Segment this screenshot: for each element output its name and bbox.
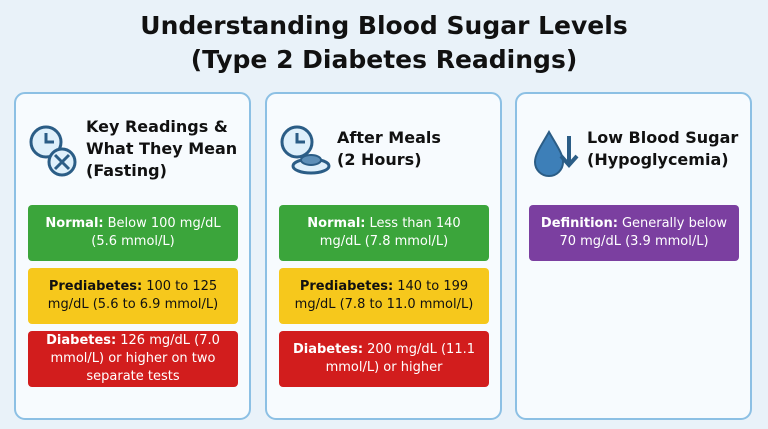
clock-icon — [29, 125, 77, 177]
reading-text: Diabetes: 126 mg/dL (7.0 mmol/L) or highe… — [36, 332, 230, 386]
reading-box: Normal: Below 100 mg/dL (5.6 mmol/L) — [28, 205, 238, 261]
reading-text: Diabetes: 200 mg/dL (11.1 mmol/L) or high… — [287, 341, 481, 377]
reading-box: Prediabetes: 100 to 125 mg/dL (5.6 to 6.9… — [28, 268, 238, 324]
heading: After Meals (2 Hours) — [337, 127, 494, 171]
reading-value: 100 to 125 mg/dL (5.6 to 6.9 mmol/L) — [47, 279, 219, 312]
reading-label: Prediabetes: — [48, 279, 143, 294]
heading-line: What They Mean — [86, 139, 238, 158]
heading-line: (Hypoglycemia) — [587, 150, 729, 169]
reading-text: Normal: Less than 140 mg/dL (7.8 mmol/L) — [287, 215, 481, 251]
meal-icon — [280, 125, 331, 175]
title-line: (Type 2 Diabetes Readings) — [190, 45, 578, 74]
reading-list: Definition: Generally below 70 mg/dL (3.9… — [529, 205, 739, 268]
reading-value: 140 to 199 mg/dL (7.8 to 11.0 mmol/L) — [294, 279, 474, 312]
reading-text: Normal: Below 100 mg/dL (5.6 mmol/L) — [36, 215, 230, 251]
reading-value: Less than 140 mg/dL (7.8 mmol/L) — [319, 216, 461, 249]
reading-label: Normal: — [307, 216, 366, 231]
reading-value: Below 100 mg/dL (5.6 mmol/L) — [91, 216, 221, 249]
reading-text: Prediabetes: 140 to 199 mg/dL (7.8 to 11.… — [287, 278, 481, 314]
reading-label: Diabetes: — [46, 333, 117, 348]
title-line: Understanding Blood Sugar Levels — [140, 11, 628, 40]
reading-box: Diabetes: 200 mg/dL (11.1 mmol/L) or high… — [279, 331, 489, 387]
panel: Key Readings & What They Mean (Fasting) No… — [14, 92, 251, 420]
reading-text: Definition: Generally below 70 mg/dL (3.9… — [537, 215, 731, 251]
reading-text: Prediabetes: 100 to 125 mg/dL (5.6 to 6.9… — [36, 278, 230, 314]
reading-value: 200 mg/dL (11.1 mmol/L) or higher — [325, 342, 475, 375]
panel: Low Blood Sugar (Hypoglycemia) Definition… — [515, 92, 752, 420]
reading-label: Prediabetes: — [299, 279, 394, 294]
heading: Low Blood Sugar (Hypoglycemia) — [587, 127, 744, 171]
reading-list: Normal: Below 100 mg/dL (5.6 mmol/L) Predi… — [28, 205, 238, 394]
reading-value: Generally below 70 mg/dL (3.9 mmol/L) — [559, 216, 728, 249]
panel: After Meals (2 Hours) Normal: Less than 14… — [265, 92, 502, 420]
reading-list: Normal: Less than 140 mg/dL (7.8 mmol/L) P… — [279, 205, 489, 394]
heading-line: (Fasting) — [86, 161, 167, 180]
heading-line: After Meals — [337, 128, 441, 147]
reading-box: Normal: Less than 140 mg/dL (7.8 mmol/L) — [279, 205, 489, 261]
reading-label: Normal: — [45, 216, 104, 231]
reading-box: Diabetes: 126 mg/dL (7.0 mmol/L) or highe… — [28, 331, 238, 387]
heading-line: Key Readings & — [86, 117, 228, 136]
reading-box: Prediabetes: 140 to 199 mg/dL (7.8 to 11.… — [279, 268, 489, 324]
heading-line: Low Blood Sugar — [587, 128, 739, 147]
reading-label: Diabetes: — [292, 342, 364, 357]
reading-box: Definition: Generally below 70 mg/dL (3.9… — [529, 205, 739, 261]
heading-line: (2 Hours) — [337, 150, 422, 169]
heading: Key Readings & What They Mean (Fasting) — [86, 116, 243, 182]
drop-icon — [533, 129, 579, 177]
reading-label: Definition: — [540, 216, 618, 231]
reading-value: 126 mg/dL (7.0 mmol/L) or higher on two … — [50, 333, 220, 384]
